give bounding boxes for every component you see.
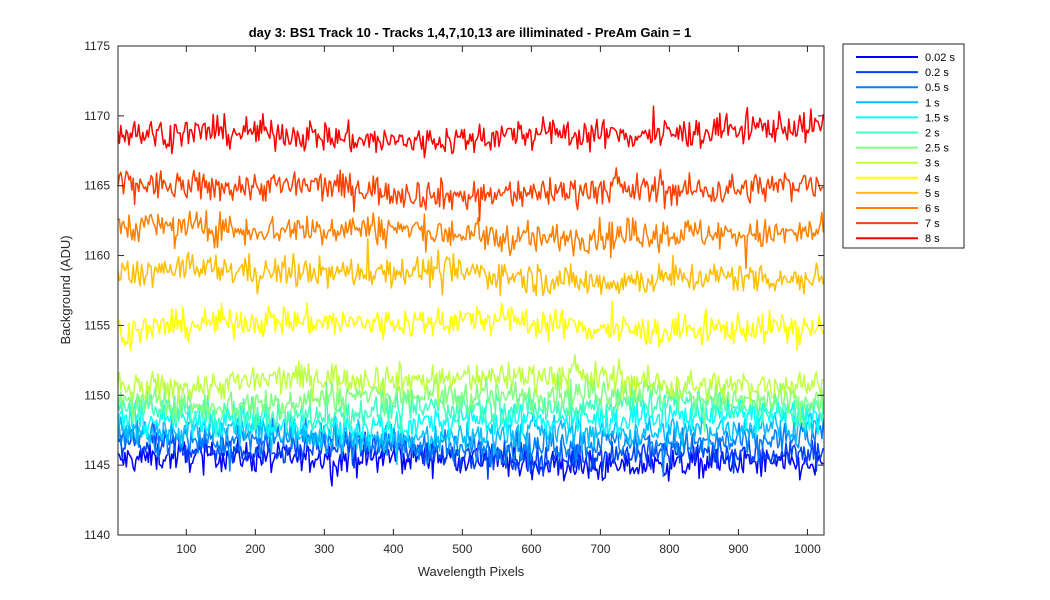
x-tick-label: 200: [245, 542, 265, 556]
legend-label: 1 s: [925, 97, 940, 109]
y-tick-label: 1155: [84, 318, 110, 332]
axes-box: [117, 45, 825, 536]
x-tick-label: 700: [590, 542, 610, 556]
legend-label: 0.02 s: [925, 52, 955, 64]
series-line: [117, 167, 824, 222]
series-line: [117, 105, 825, 159]
legend-label: 2 s: [925, 128, 940, 140]
series-line: [117, 237, 825, 297]
y-tick-label: 1145: [84, 458, 110, 472]
series-line: [117, 409, 825, 466]
x-tick-label: 600: [521, 542, 541, 556]
series-line: [117, 209, 825, 270]
legend-label: 2.5 s: [925, 143, 949, 155]
x-tick-label: 400: [383, 542, 403, 556]
legend-entries: 0.02 s 0.2 s 0.5 s 1 s 1.5 s 2 s 2.5 s 3 s 4 s 5 …: [856, 52, 955, 245]
x-tick-label: 500: [452, 542, 472, 556]
legend-label: 6 s: [925, 203, 940, 215]
legend-label: 0.2 s: [925, 67, 949, 79]
legend-label: 0.5 s: [925, 82, 949, 94]
series-line: [117, 353, 824, 406]
x-tick-label: 800: [659, 542, 679, 556]
series-layer: [117, 105, 825, 487]
x-tick-label: 1000: [794, 542, 821, 556]
x-axis-label: Wavelength Pixels: [418, 564, 525, 579]
legend-label: 1.5 s: [925, 112, 949, 124]
y-tick-label: 1150: [84, 388, 110, 402]
chart-title: day 3: BS1 Track 10 - Tracks 1,4,7,10,13…: [249, 25, 692, 40]
y-tick-label: 1160: [84, 249, 110, 263]
legend-label: 3 s: [925, 158, 940, 170]
x-tick-label: 900: [728, 542, 748, 556]
y-tick-label: 1170: [84, 109, 110, 123]
legend-label: 4 s: [925, 173, 940, 185]
plot-area: [117, 45, 825, 536]
legend-label: 8 s: [925, 233, 940, 245]
series-line: [117, 300, 824, 352]
series-line: [117, 374, 825, 433]
y-tick-label: 1140: [84, 528, 110, 542]
y-axis-label: Background (ADU): [58, 235, 73, 344]
legend-label: 5 s: [925, 188, 940, 200]
legend: 0.02 s 0.2 s 0.5 s 1 s 1.5 s 2 s 2.5 s 3 s 4 s 5 …: [842, 43, 965, 249]
y-tick-label: 1175: [84, 39, 110, 53]
x-tick-label: 300: [314, 542, 334, 556]
y-tick-label: 1165: [84, 179, 110, 193]
x-axis: 100 200 300 400 500 600 700 800 900 1000: [176, 46, 821, 556]
y-axis: 1140 1145 1150 1155 1160 1165 1170 1175: [84, 39, 824, 542]
series-line: [117, 423, 825, 480]
legend-box: [842, 43, 965, 249]
legend-label: 7 s: [925, 218, 940, 230]
x-tick-label: 100: [176, 542, 196, 556]
